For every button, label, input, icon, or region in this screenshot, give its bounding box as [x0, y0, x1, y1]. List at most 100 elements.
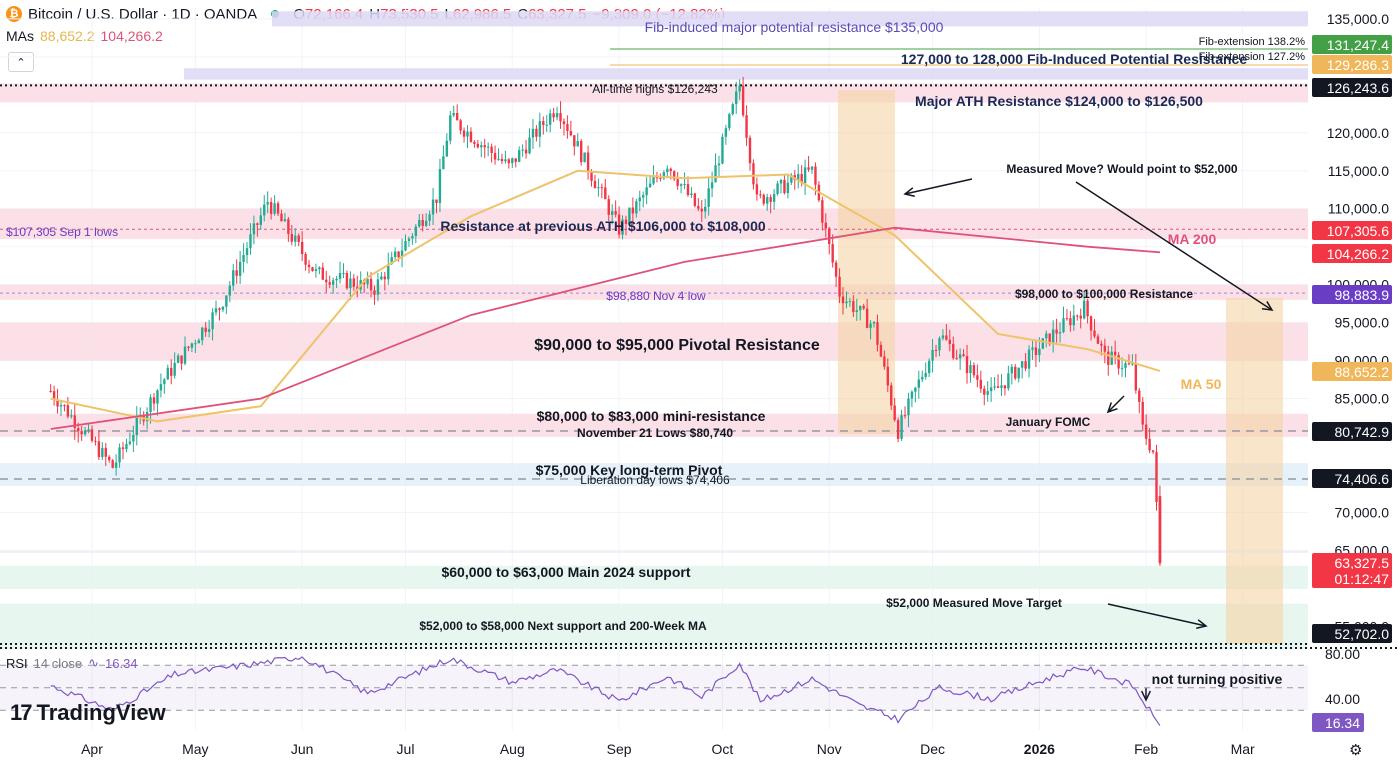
candle-body: [552, 113, 555, 118]
candle-body: [969, 365, 972, 374]
tradingview-icon: 17: [10, 700, 33, 725]
y-tick-label: 110,000.0: [1328, 201, 1389, 217]
candle-body: [845, 301, 848, 304]
candle-body: [869, 323, 872, 328]
candle-body: [1086, 300, 1089, 317]
chart-annotation: $80,000 to $83,000 mini-resistance: [537, 408, 766, 424]
candle-body: [486, 146, 490, 148]
candle-body: [101, 447, 104, 458]
chart-annotation: 127,000 to 128,000 Fib-Induced Potential…: [901, 51, 1247, 67]
candle-body: [1082, 300, 1086, 319]
candle-body: [276, 203, 280, 214]
candle-body: [373, 290, 376, 295]
candle-body: [1020, 361, 1024, 368]
candle-body: [514, 158, 517, 162]
ma-label: MAs: [6, 28, 34, 44]
candle-body: [269, 202, 273, 214]
candle-body: [607, 199, 610, 215]
candle-body: [545, 124, 548, 126]
y-tick-label: 135,000.0: [1327, 11, 1389, 27]
candle-body: [579, 141, 583, 163]
candle-body: [280, 213, 283, 222]
candle-body: [841, 296, 845, 304]
candle-body: [204, 327, 207, 332]
candle-body: [449, 115, 452, 141]
candle-body: [883, 356, 886, 367]
chart-annotation: Major ATH Resistance $124,000 to $126,50…: [915, 93, 1203, 109]
rsi-value-tag: [1312, 713, 1364, 732]
candle-body: [855, 310, 858, 312]
candle-body: [331, 280, 335, 285]
candle-body: [1138, 390, 1141, 402]
candle-body: [810, 166, 814, 170]
candle-body: [583, 152, 586, 163]
price-tag: [1312, 469, 1392, 488]
tradingview-logo[interactable]: 17 TradingView: [10, 700, 166, 726]
candle-body: [1155, 452, 1158, 502]
candle-body: [1103, 345, 1107, 352]
candle-body: [1117, 355, 1120, 369]
chart-annotation: $60,000 to $63,000 Main 2024 support: [441, 564, 690, 580]
candle-body: [1076, 315, 1079, 317]
chart-annotation: January FOMC: [1006, 415, 1091, 429]
rsi-legend[interactable]: RSI 14 close ∿ 16.34: [6, 655, 138, 671]
candle-body: [366, 278, 369, 285]
candle-body: [673, 171, 676, 180]
price-tag: [1312, 55, 1392, 74]
candle-body: [555, 113, 559, 118]
chart-annotation: $90,000 to $95,000 Pivotal Resistance: [534, 337, 820, 354]
candle-body: [766, 197, 769, 204]
price-tag-label: 63,327.5: [1335, 555, 1390, 571]
symbol-title[interactable]: Bitcoin / U.S. Dollar · 1D · OANDA: [28, 5, 258, 23]
zone-band: [0, 565, 1308, 589]
candle-body: [376, 279, 380, 295]
candle-body: [879, 344, 883, 357]
candle-body: [300, 241, 304, 255]
candle-body: [490, 146, 493, 154]
candle-body: [414, 226, 418, 236]
candle-body: [976, 375, 979, 380]
candle-body: [1003, 385, 1007, 389]
candle-body: [1051, 329, 1055, 345]
candle-body: [1017, 367, 1020, 379]
candle-body: [135, 417, 138, 435]
candle-body: [480, 145, 483, 148]
price-tag: [1312, 553, 1392, 572]
candle-body: [335, 278, 338, 281]
candle-body: [717, 163, 721, 166]
candle-body: [924, 373, 927, 377]
candle-body: [972, 365, 976, 376]
highlight-column: [838, 90, 895, 434]
candle-body: [338, 273, 342, 279]
candle-body: [290, 233, 294, 242]
candle-body: [828, 228, 831, 245]
candle-body: [249, 234, 252, 249]
price-tag-label: 131,247.4: [1327, 37, 1389, 53]
arrow-head: [903, 187, 915, 198]
gear-icon[interactable]: ⚙: [1349, 742, 1363, 759]
candle-body: [307, 264, 311, 268]
candle-body: [638, 197, 641, 202]
candle-body: [132, 434, 135, 442]
candle-body: [424, 220, 428, 226]
candle-body: [283, 219, 287, 222]
candle-body: [1055, 329, 1058, 334]
highlight-column: [1226, 298, 1283, 644]
candle-body: [528, 137, 531, 154]
annotation-arrow: [904, 178, 973, 195]
arrow-head: [1140, 690, 1152, 702]
candle-body: [962, 354, 965, 357]
candle-body: [435, 199, 438, 203]
chart-annotation: MA 200: [1168, 231, 1217, 247]
candle-body: [831, 244, 834, 263]
candle-body: [948, 339, 952, 345]
candle-body: [621, 219, 624, 235]
candle-body: [838, 276, 841, 297]
price-tag: [1312, 285, 1392, 304]
y-tick-label: 95,000.0: [1335, 315, 1390, 331]
candle-body: [311, 267, 314, 271]
ma-legend[interactable]: MAs 88,652.2 104,266.2: [6, 28, 163, 44]
candle-body: [590, 172, 593, 181]
candle-body: [500, 158, 504, 162]
